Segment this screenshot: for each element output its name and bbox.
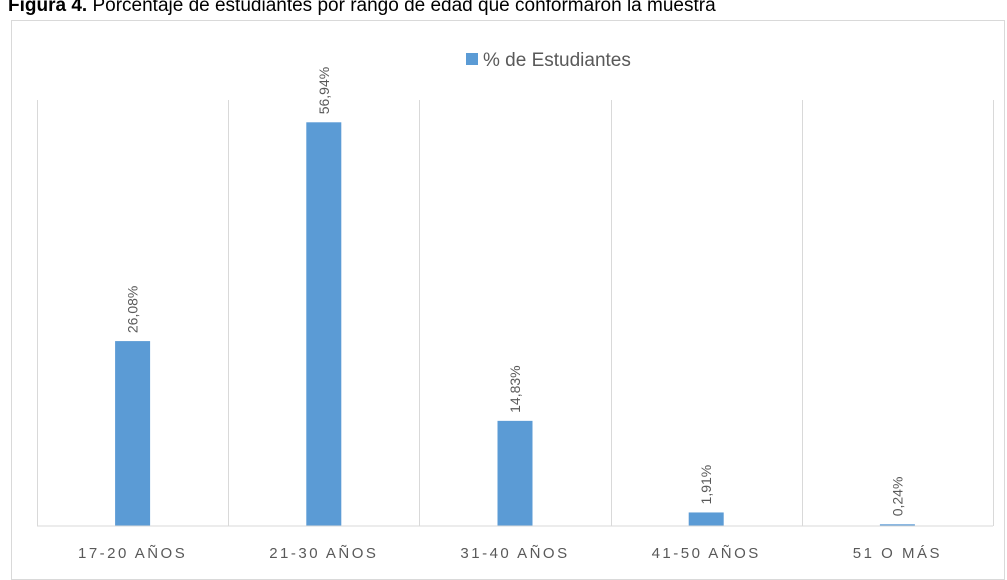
figure-caption: Figura 4. Porcentaje de estudiantes por …: [8, 0, 1007, 18]
x-tick-label-4: 41-50 AÑOS: [652, 545, 761, 562]
data-label-1: 26,08%: [125, 286, 141, 333]
x-axis-tick-labels: 17-20 AÑOS 21-30 AÑOS 31-40 AÑOS 41-50 AÑOS…: [78, 545, 942, 562]
legend-label: % de Estudiantes: [483, 50, 631, 71]
bar-1: [115, 341, 151, 526]
data-label-2: 56,94%: [316, 67, 332, 114]
figure-caption-lead: Figura 4.: [8, 0, 88, 16]
bar-3: [497, 420, 533, 526]
x-tick-label-2: 21-30 AÑOS: [269, 545, 378, 562]
bar-4: [688, 512, 724, 526]
data-label-4: 1,91%: [698, 465, 714, 505]
data-label-5: 0,24%: [889, 477, 905, 517]
bar-2: [306, 122, 342, 526]
x-tick-label-1: 17-20 AÑOS: [78, 545, 187, 562]
chart-data-labels: 26,08% 56,94% 14,83% 1,91% 0,24%: [125, 67, 906, 516]
chart-bars: [115, 122, 915, 526]
legend-swatch-icon: [466, 53, 478, 65]
bar-5: [879, 524, 915, 526]
chart-gridlines: [37, 100, 994, 526]
x-tick-label-5: 51 O MÁS: [853, 545, 942, 562]
x-tick-label-3: 31-40 AÑOS: [460, 545, 569, 562]
data-label-3: 14,83%: [507, 365, 523, 412]
legend: % de Estudiantes: [466, 50, 631, 71]
figure-caption-text: Porcentaje de estudiantes por rango de e…: [87, 0, 716, 16]
